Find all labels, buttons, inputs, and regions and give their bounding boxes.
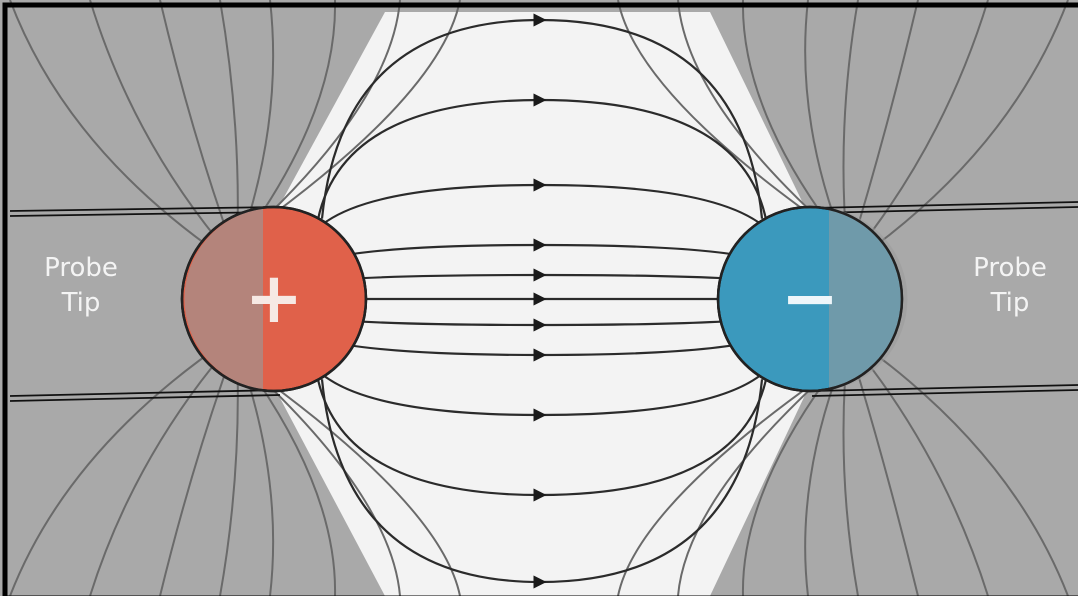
field-line — [320, 379, 764, 589]
fringe-line — [159, 347, 235, 596]
negative-probe-shadow — [829, 208, 908, 390]
fringe-line — [852, 343, 989, 596]
fringe-line — [245, 0, 401, 237]
fringe-line — [89, 0, 232, 257]
field-line — [314, 369, 770, 502]
minus-sign: − — [781, 257, 840, 339]
fringe-line — [242, 359, 337, 596]
left-probe-shaft — [9, 206, 281, 402]
fringe-line — [855, 0, 1069, 261]
negative-probe-tip: − — [716, 205, 908, 393]
fringe-line — [677, 0, 839, 237]
fringe-line — [852, 0, 989, 257]
fringe-line — [248, 367, 461, 596]
field-line — [300, 178, 784, 254]
fringe-line — [741, 359, 842, 596]
fringe-line — [855, 339, 1069, 596]
fringe-line — [89, 343, 232, 596]
right-probe-shaft — [811, 201, 1078, 397]
field-line — [315, 93, 769, 229]
positive-probe-tip: + — [180, 205, 368, 393]
fringe-line — [245, 363, 401, 596]
fringe-line — [677, 363, 839, 596]
positive-probe-shadow — [184, 208, 263, 390]
field-line — [320, 13, 764, 219]
fringe-line — [9, 0, 229, 261]
left-fringe-field-lines — [9, 0, 461, 596]
fringe-line — [248, 0, 461, 233]
plus-sign: + — [245, 257, 304, 339]
fringe-line — [617, 0, 836, 233]
field-line — [300, 345, 784, 422]
fringe-line — [9, 339, 229, 596]
